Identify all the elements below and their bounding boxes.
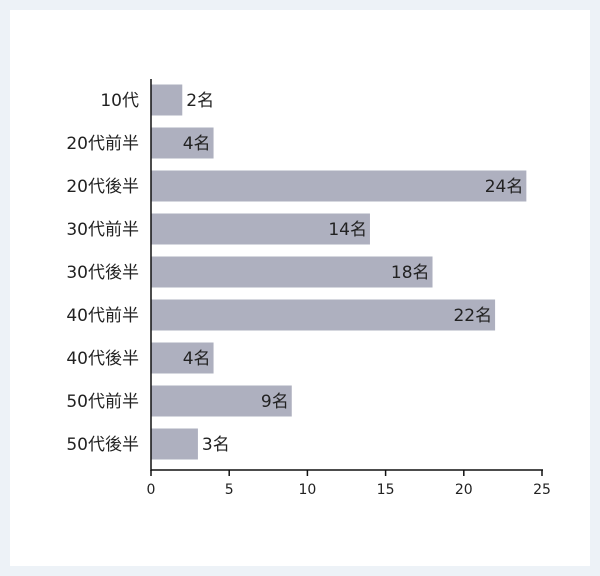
category-label: 30代後半 — [66, 263, 139, 283]
x-tick-label: 5 — [225, 482, 234, 498]
category-label: 50代後半 — [66, 435, 139, 455]
x-tick-label: 20 — [455, 482, 473, 498]
x-tick-label: 0 — [147, 482, 156, 498]
bar-0 — [151, 84, 183, 116]
value-label: 18名 — [391, 263, 430, 283]
x-tick-label: 10 — [298, 482, 316, 498]
bar-6 — [151, 342, 214, 374]
x-tick-label: 25 — [533, 482, 551, 498]
value-label: 22名 — [453, 306, 492, 326]
value-label: 2名 — [186, 91, 214, 111]
value-label: 24名 — [485, 177, 524, 197]
value-label: 14名 — [328, 220, 367, 240]
value-label: 3名 — [202, 435, 230, 455]
chart-card — [10, 10, 590, 566]
category-label: 40代前半 — [66, 306, 139, 326]
value-label: 9名 — [261, 392, 289, 412]
x-tick-label: 15 — [377, 482, 395, 498]
category-label: 20代後半 — [66, 177, 139, 197]
bar-5 — [151, 299, 496, 331]
category-label: 40代後半 — [66, 349, 139, 369]
category-label: 10代 — [100, 91, 139, 111]
bar-8 — [151, 428, 198, 460]
bar-2 — [151, 170, 527, 202]
bar-4 — [151, 256, 433, 288]
category-label: 30代前半 — [66, 220, 139, 240]
value-label: 4名 — [183, 349, 211, 369]
value-label: 4名 — [183, 134, 211, 154]
bar-1 — [151, 127, 214, 159]
category-label: 50代前半 — [66, 392, 139, 412]
category-label: 20代前半 — [66, 134, 139, 154]
bar-3 — [151, 213, 370, 245]
bar-7 — [151, 385, 292, 417]
